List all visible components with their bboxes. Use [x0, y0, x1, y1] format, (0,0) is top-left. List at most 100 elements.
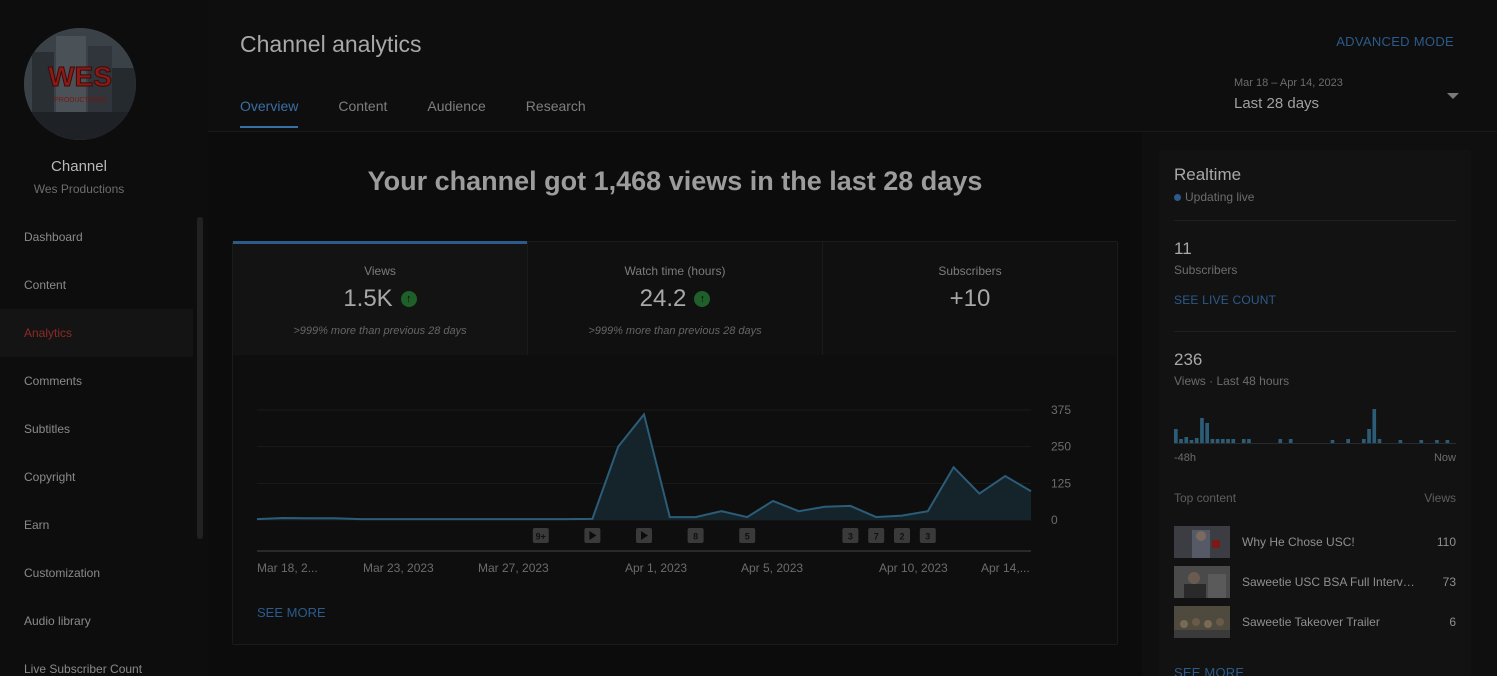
realtime-bar — [1241, 439, 1246, 443]
metric-subscribers[interactable]: Subscribers +10 — [823, 242, 1117, 355]
top-content-views: 6 — [1449, 615, 1456, 629]
upload-marker — [919, 528, 936, 543]
advanced-mode-link[interactable]: ADVANCED MODE — [1336, 34, 1454, 49]
x-tick-label: Mar 18, 2... — [257, 561, 318, 575]
realtime-subscribers-label: Subscribers — [1174, 263, 1238, 277]
upload-marker — [868, 528, 885, 543]
realtime-title: Realtime — [1174, 165, 1242, 184]
realtime-bar — [1247, 439, 1251, 443]
date-range-picker[interactable]: Mar 18 – Apr 14, 2023 Last 28 days — [1234, 77, 1459, 112]
play-icon — [641, 531, 648, 540]
realtime-axis-start: -48h — [1174, 452, 1197, 464]
y-tick-label: 125 — [1051, 476, 1071, 490]
metric-watch-time[interactable]: Watch time (hours) 24.2 ↑ >999% more tha… — [528, 242, 823, 355]
realtime-bar — [1231, 439, 1236, 443]
upload-marker — [739, 528, 756, 543]
video-thumbnail — [1174, 566, 1230, 598]
top-content-item[interactable]: Saweetie Takeover Trailer 6 — [1174, 606, 1456, 638]
date-range-dates: Mar 18 – Apr 14, 2023 — [1234, 77, 1343, 89]
sidebar-item-subtitles[interactable]: Subtitles — [24, 422, 71, 436]
upload-marker-count: 5 — [745, 532, 750, 542]
realtime-subscribers-count: 11 — [1174, 239, 1192, 258]
channel-logo: WES PRODUCTIONS — [24, 28, 136, 140]
divider — [1174, 220, 1456, 221]
realtime-bar — [1288, 439, 1293, 443]
metric-note: >999% more than previous 28 days — [293, 325, 467, 337]
x-tick-label: Mar 23, 2023 — [363, 561, 434, 575]
y-tick-label: 250 — [1051, 440, 1071, 454]
tab-audience[interactable]: Audience — [427, 98, 486, 114]
overview-main: Your channel got 1,468 views in the last… — [208, 132, 1142, 676]
realtime-bar — [1377, 439, 1382, 443]
metrics-card: Views 1.5K ↑ >999% more than previous 28… — [232, 241, 1118, 645]
top-content-title: Saweetie USC BSA Full Interview — [1242, 575, 1417, 589]
top-content-title: Why He Chose USC! — [1242, 535, 1355, 549]
sidebar-item-customization[interactable]: Customization — [24, 566, 101, 580]
top-content-title: Saweetie Takeover Trailer — [1242, 615, 1380, 629]
realtime-bar — [1362, 439, 1366, 443]
see-live-count-link[interactable]: SEE LIVE COUNT — [1174, 293, 1277, 307]
realtime-bar — [1200, 418, 1204, 443]
tab-content[interactable]: Content — [338, 98, 388, 114]
sidebar-item-live-subscriber-count[interactable]: Live Subscriber Count — [24, 662, 143, 676]
tab-overview[interactable]: Overview — [240, 98, 299, 128]
realtime-bar — [1367, 429, 1371, 443]
play-icon — [589, 531, 597, 540]
arrow-up-icon: ↑ — [400, 291, 417, 307]
tab-research[interactable]: Research — [525, 98, 586, 114]
sidebar-item-dashboard[interactable]: Dashboard — [24, 230, 83, 244]
realtime-bar — [1184, 437, 1189, 443]
realtime-bar — [1179, 439, 1183, 443]
metric-value: 1.5K — [343, 285, 393, 312]
realtime-bar — [1221, 439, 1225, 443]
upload-marker — [687, 528, 704, 543]
realtime-bar — [1205, 423, 1209, 443]
sidebar-item-copyright[interactable]: Copyright — [24, 470, 76, 484]
sidebar-item-analytics[interactable]: Analytics — [0, 309, 193, 357]
top-content-views: 73 — [1442, 575, 1456, 589]
realtime-views-label: Views · Last 48 hours — [1174, 374, 1290, 388]
upload-marker-count: 2 — [899, 532, 904, 542]
realtime-views-bars[interactable] — [1174, 404, 1456, 444]
realtime-bar — [1372, 409, 1377, 443]
realtime-status: Updating live — [1174, 190, 1254, 204]
sidebar-item-audio-library[interactable]: Audio library — [24, 614, 91, 628]
sidebar-item-earn[interactable]: Earn — [24, 518, 50, 532]
realtime-bar — [1445, 440, 1450, 443]
y-tick-label: 375 — [1051, 403, 1071, 417]
logo-wordmark: WES — [48, 61, 112, 92]
realtime-bar — [1210, 439, 1215, 443]
realtime-bar — [1215, 439, 1220, 443]
live-dot-icon — [1174, 193, 1181, 201]
sidebar-item-comments[interactable]: Comments — [24, 374, 83, 388]
metric-tabs: Views 1.5K ↑ >999% more than previous 28… — [233, 241, 1117, 355]
metric-views[interactable]: Views 1.5K ↑ >999% more than previous 28… — [233, 241, 528, 355]
see-more-link[interactable]: SEE MORE — [257, 605, 326, 620]
realtime-views-count: 236 — [1174, 350, 1203, 369]
date-range-label: Last 28 days — [1234, 95, 1320, 112]
x-tick-label: Apr 1, 2023 — [625, 561, 687, 575]
realtime-card: Realtime Updating live 11 Subscribers SE… — [1159, 150, 1471, 676]
top-content-item[interactable]: Why He Chose USC! 110 — [1174, 526, 1456, 558]
realtime-bar — [1398, 440, 1403, 443]
divider — [1174, 331, 1456, 332]
realtime-bar — [1174, 429, 1178, 443]
x-tick-label: Apr 14,... — [981, 561, 1030, 575]
arrow-up-icon: ↑ — [694, 291, 711, 307]
realtime-bar — [1346, 439, 1350, 443]
sidebar-item-content[interactable]: Content — [24, 278, 67, 292]
upload-marker-count: 8 — [693, 532, 698, 542]
metric-label: Watch time (hours) — [624, 264, 726, 278]
views-chart[interactable]: 0 125 250 375 9+ 8 5 3 7 2 3 Mar 18, 2... Mar 23, 20… — [233, 355, 1119, 646]
upload-marker-count: 7 — [874, 532, 879, 542]
sidebar-scrollbar[interactable] — [197, 217, 203, 539]
upload-marker — [842, 528, 859, 543]
video-thumbnail — [1174, 526, 1230, 558]
realtime-bar — [1226, 439, 1230, 443]
realtime-axis-end: Now — [1433, 452, 1456, 464]
top-content-heading: Top content — [1174, 491, 1237, 505]
top-content-see-more-link[interactable]: SEE MORE — [1174, 665, 1245, 676]
page-title: Channel analytics — [240, 31, 422, 57]
top-content-item[interactable]: Saweetie USC BSA Full Interview 73 — [1174, 566, 1456, 598]
channel-avatar[interactable]: WES PRODUCTIONS — [24, 28, 136, 140]
